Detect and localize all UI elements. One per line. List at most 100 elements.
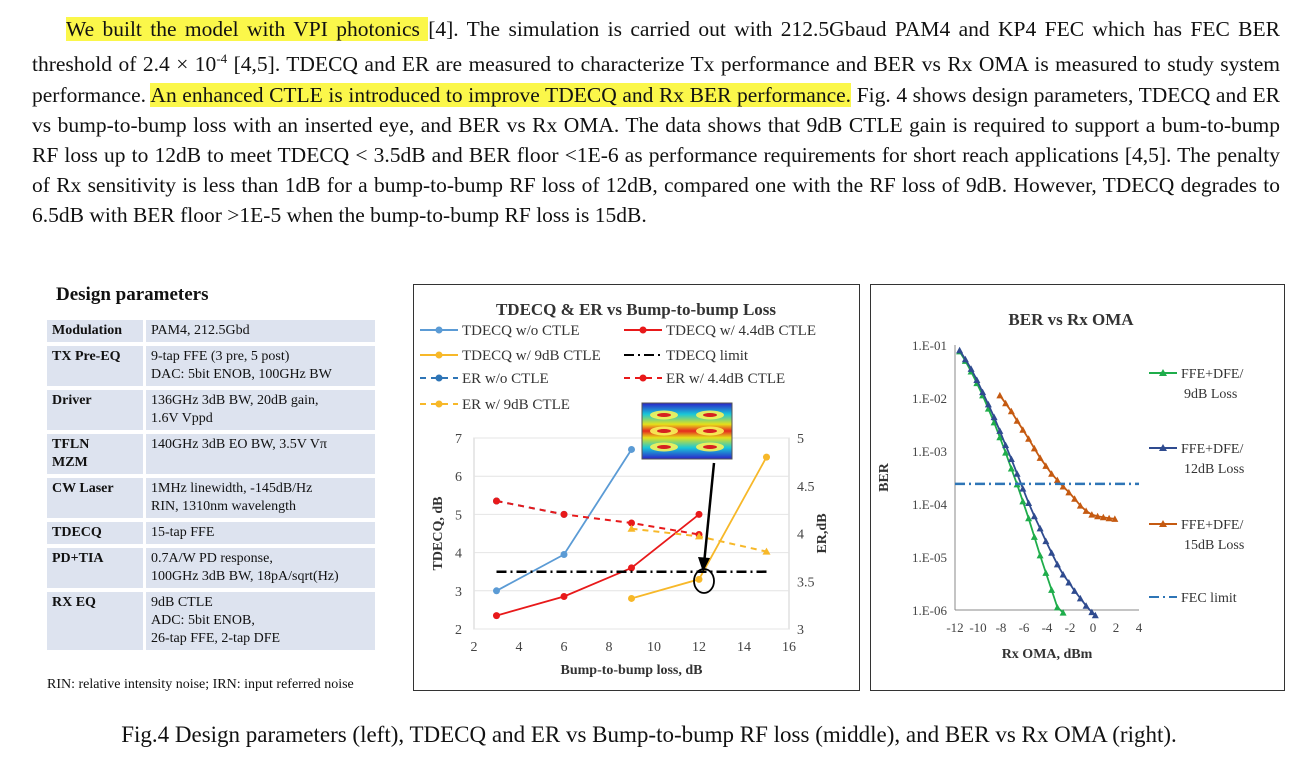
chart1-ytick: 3	[455, 585, 462, 600]
chart2-point	[1105, 514, 1113, 522]
chart1-legend-label: ER w/ 9dB CTLE	[462, 397, 570, 413]
design-row: TDECQ 15-tap FFE	[47, 522, 375, 544]
chart1-point	[628, 445, 635, 453]
design-value: 136GHz 3dB BW, 20dB gain, 1.6V Vppd	[146, 390, 375, 430]
design-row: TFLN MZM 140GHz 3dB EO BW, 3.5V Vπ	[47, 434, 375, 474]
chart1-point	[627, 524, 636, 532]
tdecq-chart-panel: TDECQ & ER vs Bump-to-bump Loss 2 3 4 5 6 7 2 4 6…	[413, 284, 860, 691]
chart2-point	[1099, 513, 1107, 521]
chart2-point	[1042, 462, 1050, 469]
highlight-1: We built the model with VPI photonics	[66, 17, 429, 41]
chart2-point	[1042, 537, 1050, 545]
chart1-xtick: 6	[561, 640, 568, 655]
chart2-legend-label: 12dB Loss	[1184, 462, 1244, 477]
chart1-y2tick: 3	[797, 623, 804, 638]
chart2-ytick: 1.E-05	[912, 550, 947, 565]
chart2-point	[1030, 533, 1038, 540]
tdecq-er-chart: TDECQ & ER vs Bump-to-bump Loss 2 3 4 5 6 7 2 4 6…	[420, 300, 830, 678]
chart2-point	[1007, 464, 1015, 472]
chart2-series-line	[999, 394, 1115, 520]
chart2-point	[996, 433, 1004, 441]
chart2-xtick: -4	[1042, 620, 1053, 635]
chart2-xtick: -2	[1065, 620, 1076, 635]
chart1-point	[762, 547, 771, 555]
chart1-point	[493, 497, 500, 505]
chart2-xtick: 2	[1113, 620, 1120, 635]
chart2-legend-marker	[1159, 369, 1167, 376]
design-key: PD+TIA	[47, 548, 146, 588]
chart1-ytick: 4	[455, 547, 462, 562]
eye-diagram-inset	[641, 402, 733, 460]
design-value: 9-tap FFE (3 pre, 5 post) DAC: 5bit ENOB,…	[146, 346, 375, 386]
chart1-ytick: 2	[455, 623, 462, 638]
chart1-ylabel: TDECQ, dB	[431, 497, 446, 571]
design-value: 1MHz linewidth, -145dB/Hz RIN, 1310nm wav…	[146, 478, 375, 518]
design-value: PAM4, 212.5Gbd	[146, 320, 375, 342]
chart1-legend-marker	[435, 326, 443, 334]
chart2-point	[1053, 476, 1061, 484]
chart1-legend-label: TDECQ limit	[666, 348, 749, 364]
chart2-point	[1013, 417, 1021, 424]
figure-caption: Fig.4 Design parameters (left), TDECQ an…	[121, 722, 1177, 747]
body-paragraph: We built the model with VPI photonics [4…	[32, 14, 1280, 231]
chart1-legend-marker	[435, 351, 443, 359]
chart2-point	[1019, 485, 1027, 492]
chart1-y2tick: 4.5	[797, 480, 815, 495]
chart2-point	[1019, 497, 1027, 505]
chart2-point	[1036, 551, 1044, 559]
chart1-title: TDECQ & ER vs Bump-to-bump Loss	[496, 300, 776, 319]
chart2-point	[1059, 570, 1067, 578]
chart1-series-line	[496, 449, 633, 592]
chart2-point	[1065, 578, 1073, 586]
design-key: TDECQ	[47, 522, 146, 544]
design-value: 15-tap FFE	[146, 522, 375, 544]
chart2-point	[996, 427, 1004, 434]
chart2-xtick: 0	[1090, 620, 1097, 635]
chart2-ytick: 1.E-06	[912, 603, 948, 618]
chart2-legend-label: 15dB Loss	[1184, 538, 1244, 553]
chart2-point	[1025, 435, 1033, 442]
chart2-ytick: 1.E-01	[912, 338, 947, 353]
design-key: Modulation	[47, 320, 146, 342]
chart2-point	[1030, 512, 1038, 520]
chart1-legend-label: TDECQ w/o CTLE	[462, 323, 580, 339]
chart2-point	[1071, 495, 1079, 502]
design-params-title: Design parameters	[56, 284, 209, 305]
chart2-point	[996, 391, 1004, 399]
chart2-ytick: 1.E-02	[912, 391, 947, 406]
chart2-point	[961, 355, 969, 363]
design-value: 140GHz 3dB EO BW, 3.5V Vπ	[146, 434, 375, 474]
para-text-1: [4]. The simulation is carried out with …	[32, 17, 1280, 77]
chart1-legend-marker	[639, 374, 647, 382]
chart1-y2tick: 5	[797, 432, 804, 447]
chart2-xtick: 4	[1136, 620, 1143, 635]
chart1-xtick: 16	[782, 640, 796, 655]
ber-chart-panel: BER vs Rx OMA 1.E-06 1.E-05 1.E-04 1.E-03 1.E…	[870, 284, 1285, 691]
chart2-legend-label: FFE+DFE/	[1181, 518, 1243, 533]
chart2-point	[1053, 560, 1061, 568]
chart1-point	[560, 510, 568, 518]
highlight-2: An enhanced CTLE is introduced to improv…	[150, 82, 852, 107]
chart2-point	[1111, 515, 1119, 522]
ber-rx-oma-chart: BER vs Rx OMA 1.E-06 1.E-05 1.E-04 1.E-03 1.E…	[877, 310, 1244, 662]
chart2-point	[1082, 602, 1090, 609]
design-value: 9dB CTLE ADC: 5bit ENOB, 26-tap FFE, 2-tap…	[146, 592, 375, 650]
chart2-title: BER vs Rx OMA	[1008, 310, 1134, 329]
design-row: CW Laser 1MHz linewidth, -145dB/Hz RIN, 13…	[47, 478, 375, 518]
chart2-xtick: -8	[996, 620, 1007, 635]
chart2-point	[1053, 603, 1061, 611]
chart2-xlabel: Rx OMA, dBm	[1002, 647, 1093, 662]
chart2-point	[984, 400, 992, 408]
chart2-point	[1059, 483, 1067, 490]
chart2-point	[956, 346, 964, 354]
chart1-legend-label: ER w/o CTLE	[462, 371, 549, 387]
chart2-point	[1036, 524, 1044, 532]
chart2-point	[990, 413, 998, 421]
chart2-point	[1088, 511, 1096, 518]
chart1-xlabel: Bump-to-bump loss, dB	[561, 663, 703, 678]
chart2-point	[1002, 399, 1010, 407]
chart2-legend-label: FFE+DFE/	[1181, 442, 1243, 457]
chart1-ytick: 7	[455, 432, 462, 447]
chart1-y2tick: 3.5	[797, 575, 815, 590]
chart1-legend-marker	[435, 374, 443, 382]
